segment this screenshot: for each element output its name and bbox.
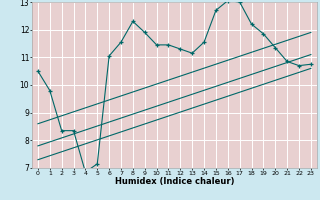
X-axis label: Humidex (Indice chaleur): Humidex (Indice chaleur) bbox=[115, 177, 234, 186]
